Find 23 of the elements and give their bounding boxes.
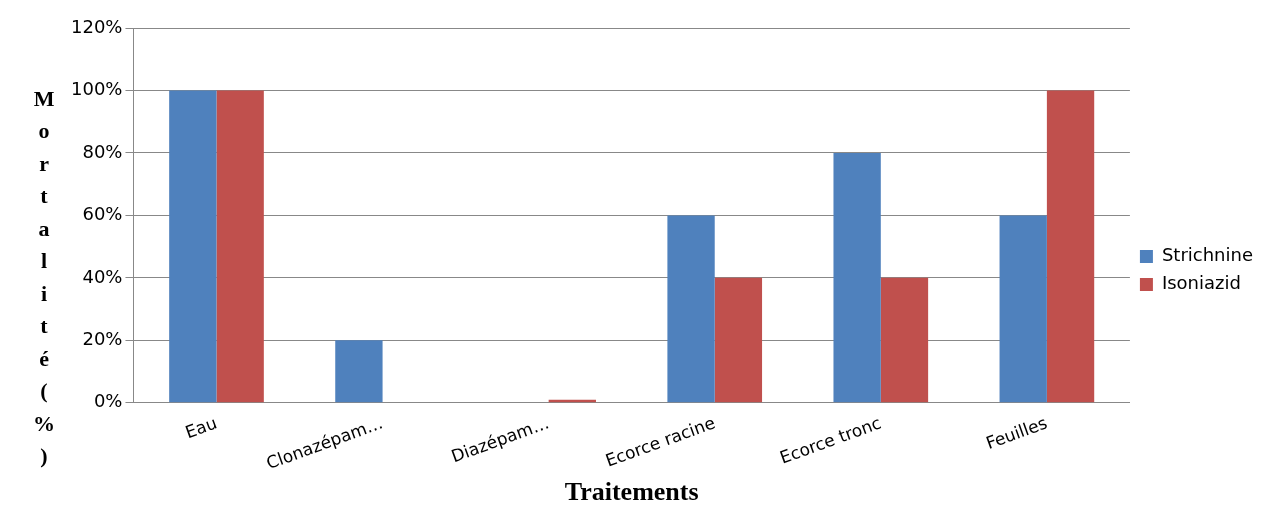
y-tick-label: 20% xyxy=(82,328,123,349)
y-tick-label: 40% xyxy=(82,265,123,287)
text: Mortalité (%) xyxy=(33,85,55,469)
legend-label: Isoniazid xyxy=(1161,272,1241,294)
y-tick-label: 0% xyxy=(93,390,123,412)
bar xyxy=(335,340,383,403)
legend-label: Strichnine xyxy=(1161,244,1254,266)
x-tick-label: Ecorce racine xyxy=(602,412,718,471)
y-tick-label: 100% xyxy=(70,78,123,100)
bar xyxy=(714,277,763,403)
bar xyxy=(880,277,929,403)
bar xyxy=(216,90,264,403)
x-tick-label: Eau xyxy=(182,412,220,443)
y-tick-label: 80% xyxy=(82,140,123,162)
x-tick-label: Ecorce tronc xyxy=(777,412,884,468)
x-axis-title: Traitements xyxy=(564,477,699,507)
bar xyxy=(999,215,1047,403)
y-tick-label: 60% xyxy=(82,203,123,225)
y-tick-label: 120% xyxy=(70,15,123,37)
bar xyxy=(1046,90,1095,403)
bar xyxy=(169,90,217,403)
bar xyxy=(667,215,715,403)
bar xyxy=(833,152,881,403)
